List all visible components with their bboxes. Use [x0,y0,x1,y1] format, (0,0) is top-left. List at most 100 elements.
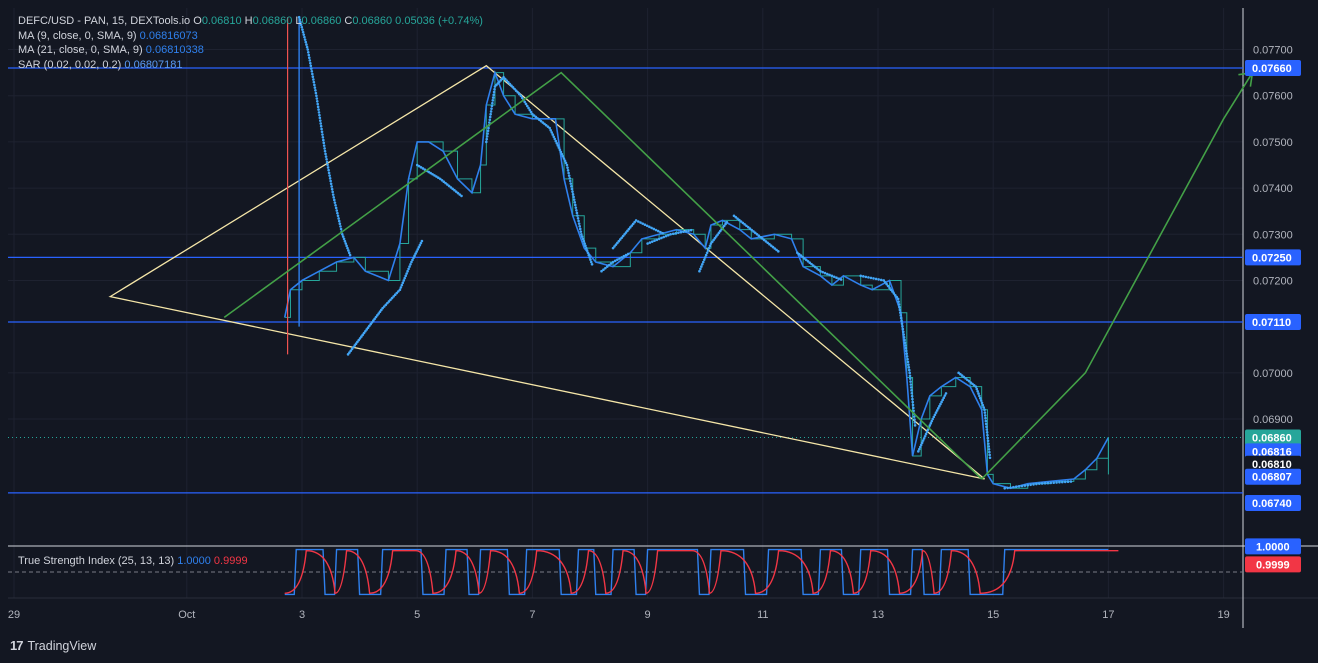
tsi-legend[interactable]: True Strength Index (25, 13, 13) 1.0000 … [18,555,248,567]
time-tick-label: 9 [645,609,651,621]
sar-dot [511,86,515,89]
tsi-label: True Strength Index (25, 13, 13) [18,555,175,567]
sar-dot [576,214,579,217]
sar-dot [977,392,980,395]
sar-dot [588,256,591,259]
price-tick-label: 0.07600 [1253,91,1293,103]
sar-dot [550,131,554,134]
sar-dot [775,248,778,252]
sar-dot [568,177,572,180]
sar-dot [902,333,906,336]
sar-dot [378,310,382,314]
sar-dot [525,104,529,108]
sar-dot [337,217,340,220]
sar-dot [568,179,572,183]
sar-dot [569,182,573,185]
sar-dot [704,253,708,257]
sar-dot [757,234,761,238]
sar-dot [307,56,311,60]
sar-dot [935,409,939,412]
sar-dot [580,235,584,238]
sar-dot [904,346,908,350]
sar-dot [343,239,347,243]
sar-dot [988,450,991,454]
sar-dot [913,418,916,421]
sar-dot [707,246,711,250]
legend-ohlc-row: DEFC/USD - PAN, 15, DEXTools.io O0.06810… [18,14,483,29]
sar-dot [912,415,916,418]
sar-dot [328,174,331,177]
price-series [283,17,1110,490]
sar-dot [828,273,831,277]
sar-dot [1006,486,1009,490]
sar-dot [806,259,810,263]
tradingview-logo-icon: 17 [10,638,24,653]
sar-dot [1035,482,1038,486]
sar-dot [1020,484,1024,488]
sar-dot [576,216,580,220]
sar-dot [347,249,350,252]
sar-dot [573,203,577,207]
sar-dot [440,178,444,182]
sar-dot [823,271,827,275]
sar-dot [897,303,901,306]
sar-dot [539,119,543,123]
price-tick-label: 0.07400 [1253,183,1293,195]
sar-dot [330,185,333,188]
sar-dot [523,100,527,104]
sar-dot [741,221,745,225]
sar-dot [815,267,819,270]
sar-dot [1052,481,1055,484]
sar-dot [417,164,421,168]
sar-dot [309,64,313,68]
sar-dot [567,174,571,177]
sar-dot [839,278,843,281]
sar-dot [908,377,912,380]
price-label: 0.07660 [1252,63,1292,75]
sar-dot [589,258,592,261]
sar-dot [633,220,636,224]
sar-dot [618,257,621,260]
sar-dot [980,401,984,405]
sar-dot [354,342,358,345]
tradingview-brand[interactable]: 17 TradingView [10,638,96,653]
legend-sar-row[interactable]: SAR (0.02, 0.02, 0.2) 0.06807181 [18,58,483,73]
sar-dot [618,238,622,241]
sar-dot [585,249,589,252]
legend-ma21-row[interactable]: MA (21, close, 0, SMA, 9) 0.06810338 [18,43,483,58]
sar-dot [909,383,913,386]
sar-dot [645,224,649,228]
sar-dot [524,102,528,106]
sar-dot [923,434,927,438]
sar-dot [561,155,565,158]
time-tick-label: 3 [299,609,305,621]
sar-dot [987,447,991,451]
sar-dot [577,222,581,225]
price-label-box [1245,249,1301,266]
sar-dot [631,222,635,226]
sar-dot [942,396,946,399]
sar-dot [634,219,638,222]
sar-dot [401,281,405,285]
sar-dot [308,59,312,62]
sar-dot [516,91,520,94]
sar-dot [556,144,560,147]
sar-dot [801,255,804,259]
sar-dot [331,193,335,196]
sar-dot [626,252,630,256]
sar-dot [701,260,705,264]
legend-ma9-row[interactable]: MA (9, close, 0, SMA, 9) 0.06816073 [18,29,483,44]
sar-dot [590,263,594,266]
sar-dot [1009,486,1012,489]
sar-dot [485,140,488,144]
sar-dot [313,86,317,89]
sar-dot [349,349,353,353]
sar-dot [988,453,991,457]
sar-dot [398,288,402,291]
sar-dot [1046,481,1050,485]
price-label: 0.06807 [1252,472,1292,484]
sar-dot [725,220,729,224]
sar-dot [698,269,701,273]
sar-dot [527,106,530,110]
